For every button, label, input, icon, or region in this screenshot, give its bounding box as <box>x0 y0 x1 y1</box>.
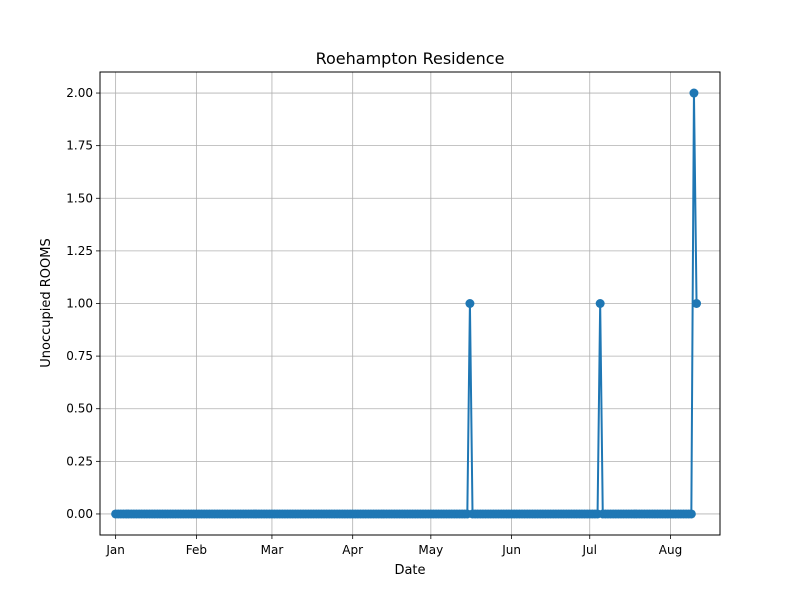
x-tick-label: Feb <box>186 543 207 557</box>
x-tick-label: Jan <box>105 543 125 557</box>
data-series <box>111 88 702 519</box>
data-point <box>595 299 605 308</box>
chart-title: Roehampton Residence <box>316 49 505 68</box>
x-tick-label: Jun <box>501 543 521 557</box>
y-tick-label: 1.00 <box>66 297 93 311</box>
data-point <box>686 509 696 519</box>
y-tick-label: 1.25 <box>66 244 93 258</box>
y-tick-label: 0.50 <box>66 402 93 416</box>
y-tick-label: 2.00 <box>66 86 93 100</box>
y-tick-label: 0.75 <box>66 349 93 363</box>
x-axis-label: Date <box>394 563 425 578</box>
y-tick-label: 1.50 <box>66 191 93 205</box>
y-tick-label: 1.75 <box>66 139 93 153</box>
y-axis-label: Unoccupied ROOMS <box>39 238 54 367</box>
x-tick-label: Apr <box>342 543 363 557</box>
y-tick-label: 0.25 <box>66 454 93 468</box>
x-tick-label: Mar <box>261 543 284 557</box>
x-tick-label: Jul <box>582 543 597 557</box>
plot-frame <box>99 71 721 536</box>
data-point <box>692 299 702 308</box>
x-tick-label: Aug <box>659 543 682 557</box>
x-tick-label: May <box>418 543 443 557</box>
data-point <box>689 88 699 98</box>
y-tick-label: 0.00 <box>66 507 93 521</box>
data-point <box>465 299 475 308</box>
axis-ticks: Jan Feb Mar Apr May Jun Jul Aug 0.00 0.25 0.50 0.75… <box>66 86 682 557</box>
